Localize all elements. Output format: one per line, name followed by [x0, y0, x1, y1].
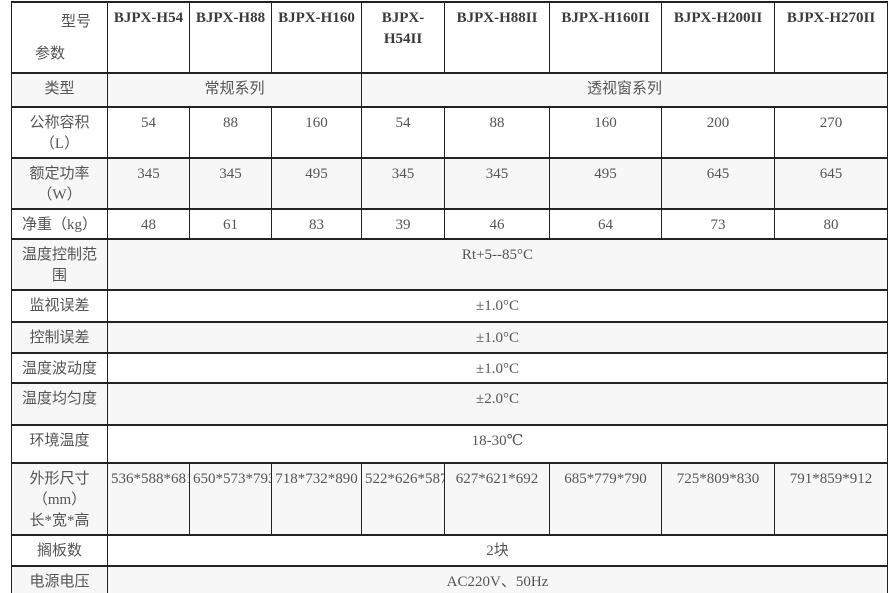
- weight-value: 61: [189, 208, 272, 240]
- series-group-window: 透视窗系列: [361, 72, 888, 108]
- model-header-cell: BJPX-H200II: [661, 1, 775, 74]
- monitor-error-value: ±1.0°C: [107, 289, 888, 323]
- temp-range-row: 温度控制范围 Rt+5--85°C: [11, 238, 888, 291]
- weight-value: 64: [549, 208, 662, 240]
- weight-value: 46: [444, 208, 550, 240]
- row-label-temp-range: 温度控制范围: [11, 238, 108, 291]
- row-label-power-line1: 额定功率: [29, 166, 90, 182]
- voltage-value: AC220V、50Hz: [107, 565, 888, 593]
- uniformity-row: 温度均匀度 ±2.0°C: [11, 382, 888, 426]
- volume-value: 160: [271, 106, 362, 159]
- power-value: 345: [107, 157, 190, 210]
- volume-value: 54: [107, 106, 190, 159]
- row-label-power: 额定功率 （W）: [11, 157, 108, 210]
- dimension-value: 627*621*692: [444, 462, 550, 536]
- volume-value: 200: [661, 106, 775, 159]
- voltage-row: 电源电压 AC220V、50Hz: [11, 565, 888, 593]
- power-value: 345: [444, 157, 550, 210]
- weight-value: 73: [661, 208, 775, 240]
- model-header-cell: BJPX-H54II: [361, 1, 445, 74]
- corner-label-model: 型号: [60, 14, 91, 30]
- header-row: 型号 参数 BJPX-H54 BJPX-H88 BJPX-H160 BJPX-H…: [11, 1, 888, 74]
- row-label-type: 类型: [11, 72, 108, 108]
- ambient-value: 18-30℃: [107, 424, 888, 464]
- ambient-row: 环境温度 18-30℃: [11, 424, 888, 464]
- model-header-cell: BJPX-H160: [271, 1, 362, 74]
- volume-value: 88: [444, 106, 550, 159]
- dimension-value: 650*573*793: [189, 462, 272, 536]
- model-header-cell: BJPX-H88II: [444, 1, 550, 74]
- row-label-dimensions: 外形尺寸 （mm） 长*宽*高: [11, 462, 108, 536]
- dimension-value: 685*779*790: [549, 462, 662, 536]
- type-row: 类型 常规系列 透视窗系列: [11, 72, 888, 108]
- model-header-cell: BJPX-H160II: [549, 1, 662, 74]
- row-label-power-line2: （W）: [37, 187, 82, 203]
- model-header-cell: BJPX-H54: [107, 1, 190, 74]
- row-label-volume-line1: 公称容积: [29, 115, 90, 131]
- power-value: 495: [549, 157, 662, 210]
- row-label-ambient: 环境温度: [11, 424, 108, 464]
- power-value: 345: [361, 157, 445, 210]
- power-value: 645: [774, 157, 888, 210]
- row-label-shelves: 搁板数: [11, 534, 108, 567]
- dimension-value: 718*732*890: [271, 462, 362, 536]
- volume-value: 160: [549, 106, 662, 159]
- shelves-row: 搁板数 2块: [11, 534, 888, 567]
- power-row: 额定功率 （W） 345 345 495 345 345 495 645 645: [11, 157, 888, 210]
- corner-label-param: 参数: [35, 46, 66, 62]
- control-error-row: 控制误差 ±1.0°C: [11, 321, 888, 354]
- shelves-value: 2块: [107, 534, 888, 567]
- dimension-value: 522*626*587: [361, 462, 445, 536]
- weight-value: 83: [271, 208, 362, 240]
- power-value: 345: [189, 157, 272, 210]
- fluctuation-value: ±1.0°C: [107, 352, 888, 384]
- volume-value: 88: [189, 106, 272, 159]
- row-label-control-error: 控制误差: [11, 321, 108, 354]
- corner-cell: 型号 参数: [11, 1, 108, 74]
- weight-value: 48: [107, 208, 190, 240]
- uniformity-value: ±2.0°C: [107, 382, 888, 426]
- fluctuation-row: 温度波动度 ±1.0°C: [11, 352, 888, 384]
- weight-row: 净重（kg） 48 61 83 39 46 64 73 80: [11, 208, 888, 240]
- corner-wrap: 型号 参数: [15, 8, 104, 70]
- row-label-volume: 公称容积 （L）: [11, 106, 108, 159]
- dimension-value: 536*588*681: [107, 462, 190, 536]
- row-label-volume-line2: （L）: [39, 136, 80, 152]
- series-group-regular: 常规系列: [107, 72, 362, 108]
- volume-value: 270: [774, 106, 888, 159]
- row-label-monitor-error: 监视误差: [11, 289, 108, 323]
- monitor-error-row: 监视误差 ±1.0°C: [11, 289, 888, 323]
- model-header-cell: BJPX-H270II: [774, 1, 888, 74]
- power-value: 495: [271, 157, 362, 210]
- row-label-voltage: 电源电压: [11, 565, 108, 593]
- dimension-value: 791*859*912: [774, 462, 888, 536]
- volume-value: 54: [361, 106, 445, 159]
- row-label-fluctuation: 温度波动度: [11, 352, 108, 384]
- power-value: 645: [661, 157, 775, 210]
- control-error-value: ±1.0°C: [107, 321, 888, 354]
- weight-value: 80: [774, 208, 888, 240]
- row-label-dimensions-line1: 外形尺寸: [29, 471, 90, 487]
- row-label-uniformity: 温度均匀度: [11, 382, 108, 426]
- row-label-weight: 净重（kg）: [11, 208, 108, 240]
- dimensions-row: 外形尺寸 （mm） 长*宽*高 536*588*681 650*573*793 …: [11, 462, 888, 536]
- volume-row: 公称容积 （L） 54 88 160 54 88 160 200 270: [11, 106, 888, 159]
- row-label-dimensions-line3: 长*宽*高: [29, 513, 90, 529]
- temp-range-value: Rt+5--85°C: [107, 238, 888, 291]
- row-label-dimensions-line2: （mm）: [32, 492, 87, 508]
- dimension-value: 725*809*830: [661, 462, 775, 536]
- spec-table: 型号 参数 BJPX-H54 BJPX-H88 BJPX-H160 BJPX-H…: [11, 1, 888, 593]
- model-header-cell: BJPX-H88: [189, 1, 272, 74]
- weight-value: 39: [361, 208, 445, 240]
